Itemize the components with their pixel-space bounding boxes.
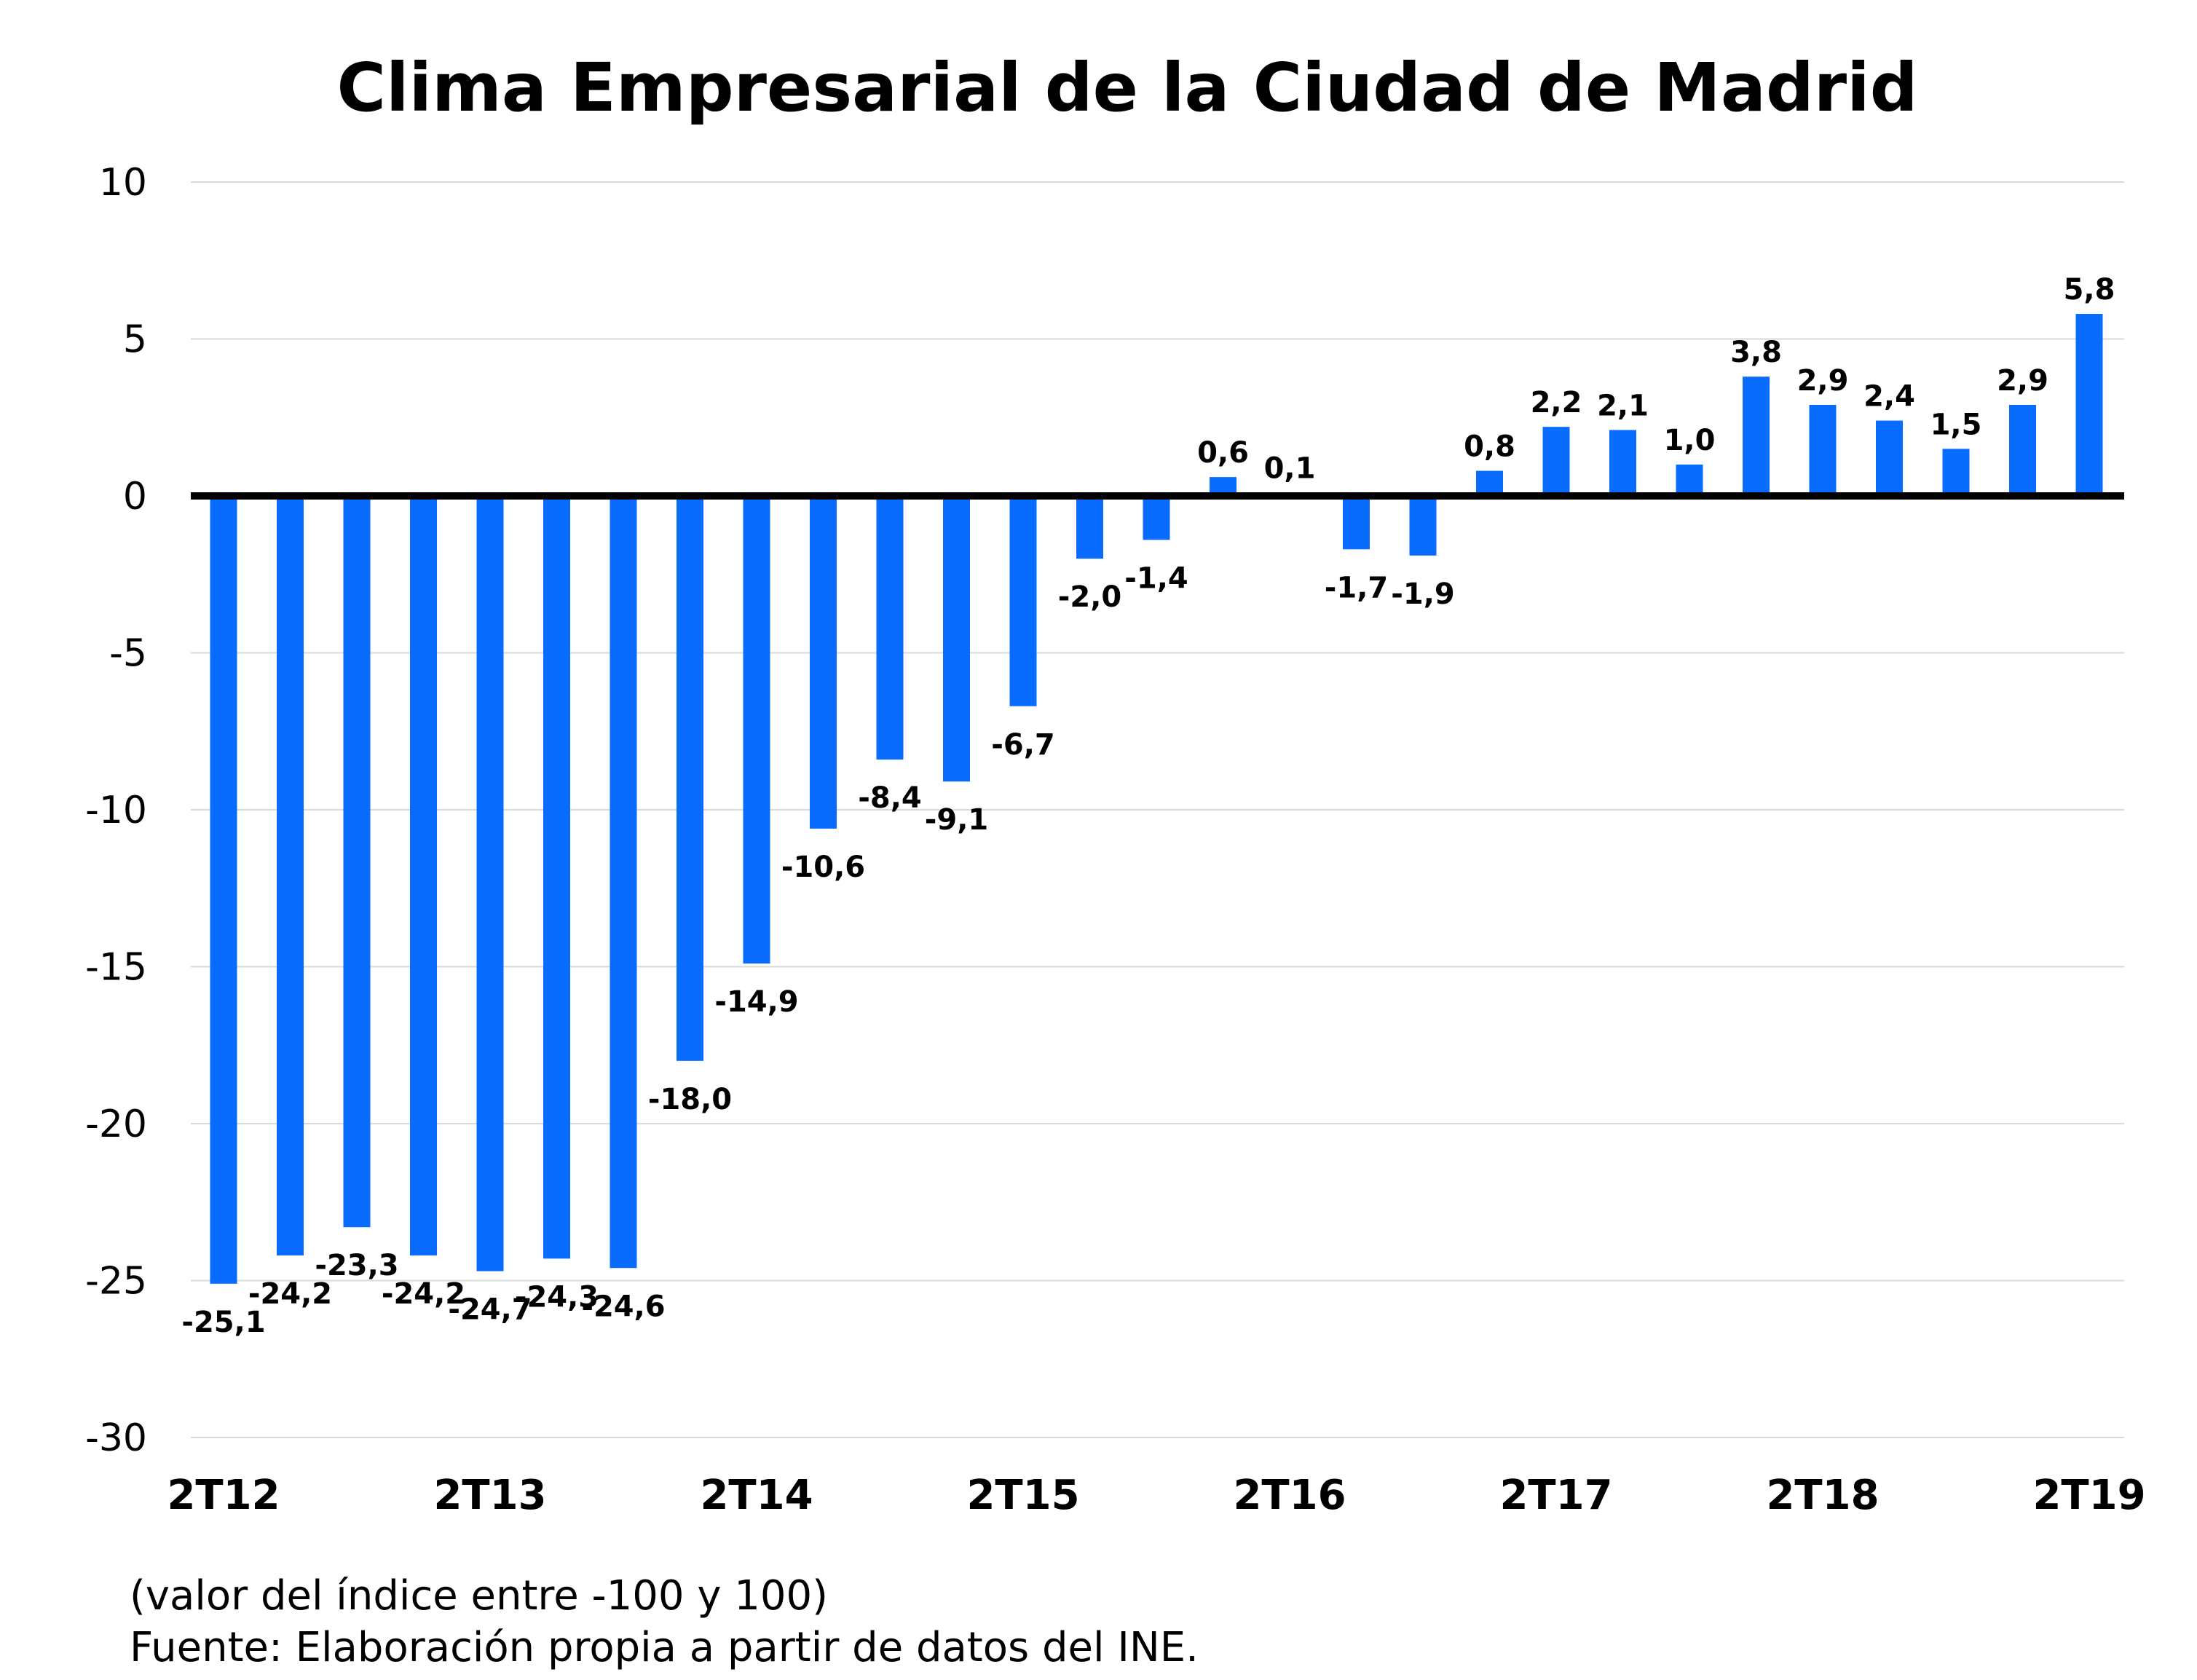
y-tick-label: 10	[99, 161, 147, 205]
data-label: -1,9	[1391, 577, 1454, 611]
bar	[277, 496, 304, 1256]
data-label: -25,1	[181, 1306, 265, 1339]
data-label: 2,9	[1797, 364, 1849, 398]
bar	[1143, 496, 1170, 540]
data-label: 0,6	[1197, 436, 1249, 470]
bar	[1476, 470, 1503, 496]
x-tick-label: 2T16	[1233, 1472, 1346, 1519]
bar	[610, 496, 637, 1269]
x-tick-label: 2T19	[2032, 1472, 2145, 1519]
bar	[476, 496, 504, 1271]
bar	[1743, 376, 1770, 496]
data-label: -24,2	[382, 1277, 465, 1311]
bar	[1676, 464, 1703, 496]
data-label: -23,3	[315, 1249, 398, 1282]
data-label: -6,7	[991, 728, 1054, 762]
data-label: 0,8	[1464, 430, 1515, 464]
y-tick-label: -5	[109, 632, 147, 676]
y-tick-label: 5	[123, 318, 147, 362]
bar	[1942, 449, 1970, 496]
x-axis-ticks: 2T12 2T13 2T14 2T15 2T16 2T17 2T18 2T19	[167, 1472, 2145, 1519]
bar	[543, 496, 570, 1259]
y-tick-label: -10	[85, 789, 147, 832]
data-label: -24,6	[581, 1290, 665, 1323]
x-tick-label: 2T13	[433, 1472, 546, 1519]
data-label: -18,0	[648, 1083, 732, 1116]
bar	[677, 496, 703, 1061]
footnote-note: (valor del índice entre -100 y 100)	[130, 1572, 828, 1620]
bar	[210, 496, 237, 1284]
bar	[1542, 427, 1570, 496]
bar	[810, 496, 837, 829]
bar	[2075, 314, 2103, 496]
bar	[1076, 496, 1103, 559]
x-tick-label: 2T17	[1499, 1472, 1612, 1519]
data-label: 1,0	[1664, 424, 1716, 457]
data-labels: -25,1-24,2-23,3-24,2-24,7-24,3-24,6-18,0…	[181, 273, 2115, 1339]
data-label: -2,0	[1058, 580, 1121, 614]
chart-title: Clima Empresarial de la Ciudad de Madrid	[336, 49, 1917, 127]
y-tick-label: -15	[85, 946, 147, 990]
data-label: -1,7	[1325, 571, 1388, 604]
footnote-source: Fuente: Elaboración propia a partir de d…	[130, 1624, 1199, 1671]
data-label: -8,4	[858, 781, 921, 815]
x-tick-label: 2T14	[700, 1472, 813, 1519]
x-tick-label: 2T12	[167, 1472, 280, 1519]
data-label: 2,9	[1997, 364, 2048, 398]
y-tick-label: -20	[85, 1103, 147, 1146]
bar	[2009, 405, 2036, 496]
bar	[1009, 496, 1037, 706]
bar	[1343, 496, 1370, 550]
y-tick-label: 0	[123, 475, 147, 518]
data-label: -1,4	[1124, 561, 1188, 595]
bar	[1876, 420, 1903, 496]
y-tick-label: -30	[85, 1416, 147, 1460]
bar	[410, 496, 437, 1256]
bar	[1609, 430, 1636, 496]
x-tick-label: 2T18	[1766, 1472, 1879, 1519]
x-tick-label: 2T15	[966, 1472, 1079, 1519]
bars	[210, 314, 2103, 1284]
data-label: -14,9	[714, 985, 798, 1019]
data-label: 2,4	[1863, 380, 1915, 414]
bar	[876, 496, 904, 760]
data-label: 0,1	[1264, 452, 1316, 486]
bar	[1409, 496, 1437, 556]
data-label: -24,3	[515, 1280, 599, 1314]
data-label: -24,7	[448, 1293, 532, 1327]
data-label: 3,8	[1730, 336, 1782, 369]
data-label: -10,6	[781, 851, 865, 884]
data-label: 5,8	[2064, 273, 2115, 307]
y-axis-ticks: 10 5 0 -5 -10 -15 -20 -25 -30	[85, 161, 147, 1460]
data-label: 2,2	[1531, 386, 1582, 419]
data-label: 2,1	[1597, 389, 1649, 422]
gridlines	[191, 181, 2124, 1438]
bar	[343, 496, 371, 1228]
y-tick-label: -25	[85, 1260, 147, 1304]
bar	[743, 496, 770, 964]
data-label: -24,2	[248, 1277, 332, 1311]
data-label: -9,1	[925, 803, 988, 837]
bar	[1809, 405, 1837, 496]
bar	[943, 496, 970, 782]
data-label: 1,5	[1930, 408, 1982, 441]
